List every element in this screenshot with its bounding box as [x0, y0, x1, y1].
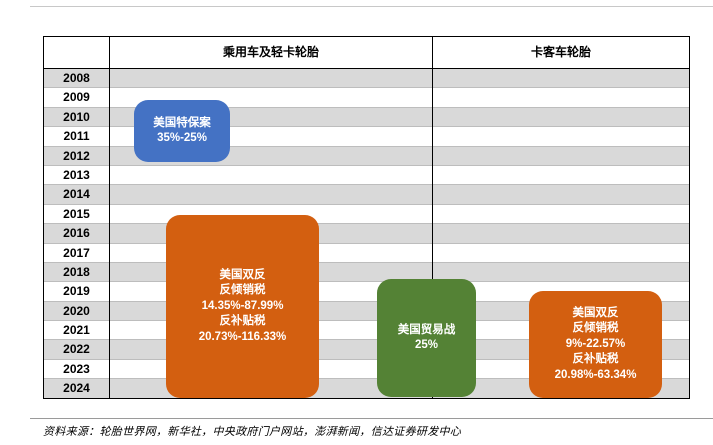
table-row: 2008 — [44, 69, 689, 89]
bottom-rule — [30, 418, 713, 419]
us-trade-war-box: 美国贸易战 25% — [377, 279, 476, 397]
table-row: 2013 — [44, 165, 689, 186]
box-title: 美国特保案 — [153, 116, 211, 129]
header-car-tires: 乘用车及轻卡轮胎 — [222, 45, 319, 59]
year-label: 2022 — [63, 342, 90, 357]
top-rule — [30, 6, 713, 7]
box-rate: 25% — [414, 339, 439, 351]
year-label: 2013 — [63, 167, 90, 182]
year-label: 2010 — [63, 109, 90, 124]
box-title: 美国贸易战 — [397, 323, 456, 336]
year-label: 2009 — [63, 90, 90, 105]
year-label: 2018 — [63, 264, 90, 279]
box-countervailing-rate: 20.73%-116.33% — [198, 330, 287, 343]
table-row: 2018 — [44, 262, 689, 283]
box-countervailing-rate: 20.98%-63.34% — [554, 368, 637, 381]
box-title: 美国双反 — [219, 268, 266, 281]
header-blank-cell — [44, 37, 109, 68]
column-divider-category — [432, 37, 433, 398]
table-row: 2014 — [44, 185, 689, 205]
year-label: 2008 — [63, 71, 90, 85]
table-header-row: 乘用车及轻卡轮胎 卡客车轮胎 — [44, 37, 689, 69]
table-row: 2017 — [44, 243, 689, 263]
year-label: 2011 — [63, 129, 90, 144]
table-row: 2016 — [44, 224, 689, 244]
year-label: 2020 — [63, 303, 90, 318]
year-label: 2023 — [63, 361, 90, 376]
year-label: 2014 — [63, 187, 90, 202]
year-label: 2017 — [63, 245, 90, 260]
year-label: 2021 — [63, 323, 90, 338]
source-note: 资料来源：轮胎世界网，新华社，中央政府门户网站，澎湃新闻，信达证券研发中心 — [43, 425, 462, 438]
header-truck-tires: 卡客车轮胎 — [530, 45, 591, 59]
box-antidumping-rate: 14.35%-87.99% — [201, 299, 284, 312]
year-label: 2019 — [63, 284, 90, 299]
year-label: 2016 — [63, 226, 90, 241]
year-label: 2015 — [63, 206, 90, 221]
table-row: 2015 — [44, 204, 689, 225]
year-label: 2012 — [63, 148, 90, 163]
box-antidumping-rate: 9%-22.57% — [565, 337, 626, 350]
box-countervailing-label: 反补贴税 — [219, 315, 266, 328]
us-ad-cvd-truck-box: 美国双反 反倾销税 9%-22.57% 反补贴税 20.98%-63.34% — [529, 291, 662, 398]
us-ad-cvd-car-box: 美国双反 反倾销税 14.35%-87.99% 反补贴税 20.73%-116.… — [166, 215, 319, 398]
box-rate: 35%-25% — [157, 132, 207, 144]
us-special-safeguard-box: 美国特保案 35%-25% — [134, 100, 230, 162]
box-countervailing-label: 反补贴税 — [572, 353, 619, 366]
box-title: 美国双反 — [572, 306, 619, 319]
box-antidumping-label: 反倾销税 — [219, 284, 266, 297]
column-divider-year — [109, 37, 110, 398]
year-label: 2024 — [63, 381, 90, 396]
box-antidumping-label: 反倾销税 — [572, 322, 619, 335]
